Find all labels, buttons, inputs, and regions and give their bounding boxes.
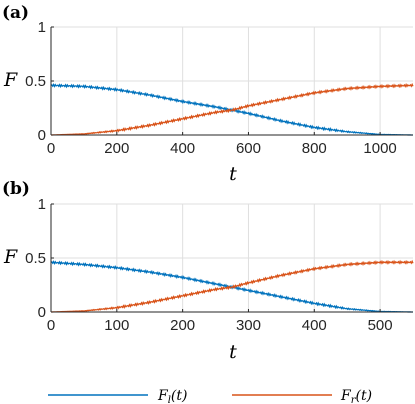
legend-label-left: Fl(t): [157, 388, 187, 404]
legend-label-right: Fr(t): [340, 388, 372, 404]
panel-a-series: [50, 82, 414, 136]
panel-b: (b) 0 100 200 300 400 500 0 0.5 1 F t: [2, 179, 414, 363]
x-tick-label: 500: [368, 317, 393, 334]
x-tick-label: 100: [104, 317, 129, 334]
panel-b-ylabel: F: [3, 246, 18, 268]
x-tick-label: 400: [170, 140, 195, 157]
panel-a-xlabel: t: [229, 163, 237, 185]
x-tick-label: 1000: [363, 140, 396, 157]
y-tick-label: 0.5: [25, 250, 46, 267]
y-tick-label: 0: [38, 127, 46, 144]
x-tick-label: 300: [236, 317, 261, 334]
x-tick-label: 0: [47, 317, 55, 334]
panel-b-series: [50, 259, 414, 313]
x-tick-label: 0: [47, 140, 55, 157]
panel-b-xlabel: t: [229, 341, 237, 363]
x-tick-label: 200: [104, 140, 129, 157]
panel-b-label: (b): [2, 179, 30, 199]
y-tick-label: 0: [38, 304, 46, 321]
x-tick-label: 400: [302, 317, 327, 334]
panel-a-ticks: 0 200 400 600 800 1000 0 0.5 1: [25, 19, 397, 157]
series-right-line: [50, 82, 414, 136]
x-tick-label: 600: [236, 140, 261, 157]
panel-a: (a) 0 200 400 600 800 1000 0 0.5 1 F t: [2, 3, 414, 185]
y-tick-label: 1: [38, 19, 46, 36]
series-right-line: [50, 259, 414, 313]
legend: Fl(t) Fr(t): [48, 388, 372, 404]
panel-b-ticks: 0 100 200 300 400 500 0 0.5 1: [25, 196, 392, 334]
panel-b-grid: [50, 203, 413, 313]
panel-a-grid: [50, 26, 413, 136]
x-tick-label: 800: [302, 140, 327, 157]
panel-a-ylabel: F: [3, 69, 18, 91]
y-tick-label: 0.5: [25, 73, 46, 90]
y-tick-label: 1: [38, 196, 46, 213]
panel-a-label: (a): [2, 3, 29, 23]
x-tick-label: 200: [170, 317, 195, 334]
